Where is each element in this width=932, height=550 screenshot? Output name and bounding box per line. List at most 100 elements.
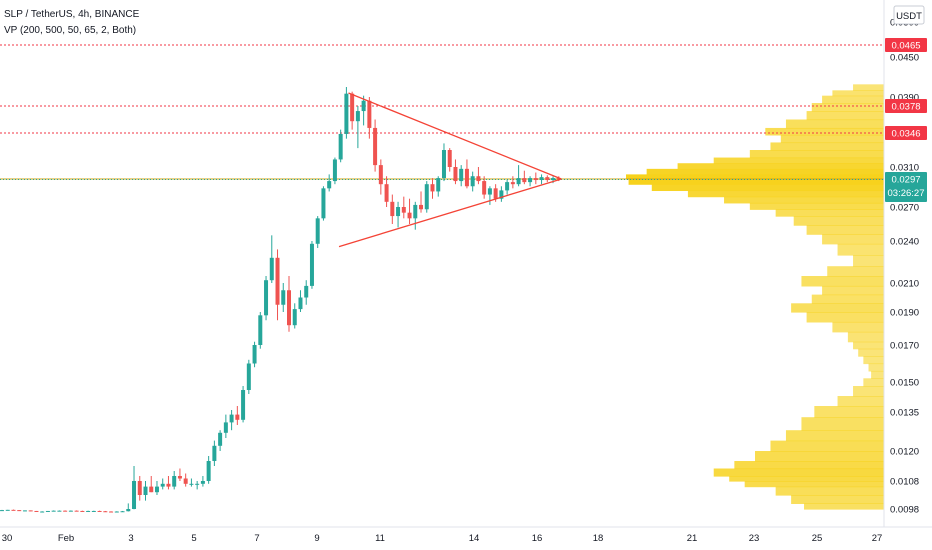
candle[interactable] [396, 201, 401, 228]
candle[interactable] [390, 194, 395, 224]
candle[interactable] [218, 430, 223, 451]
candle[interactable] [264, 276, 269, 321]
candle[interactable] [149, 476, 154, 493]
candle[interactable] [430, 178, 435, 199]
candle[interactable] [86, 510, 91, 512]
candle[interactable] [539, 174, 544, 185]
candle[interactable] [172, 471, 177, 490]
candle[interactable] [275, 249, 280, 321]
candle[interactable] [304, 280, 309, 305]
candle[interactable] [74, 510, 79, 512]
candle[interactable] [545, 175, 550, 183]
candle[interactable] [34, 510, 39, 512]
candle[interactable] [28, 510, 33, 512]
candle[interactable] [413, 201, 418, 230]
candle[interactable] [17, 510, 22, 512]
candle[interactable] [5, 509, 10, 511]
candle[interactable] [223, 414, 228, 438]
candle[interactable] [459, 165, 464, 187]
candle[interactable] [350, 91, 355, 130]
candle[interactable] [200, 476, 205, 487]
candle[interactable] [68, 510, 73, 512]
candle[interactable] [315, 216, 320, 248]
candle[interactable] [177, 468, 182, 482]
candle[interactable] [332, 157, 337, 185]
candle[interactable] [241, 386, 246, 423]
candle[interactable] [189, 478, 194, 487]
candle[interactable] [160, 478, 165, 490]
candle[interactable] [40, 511, 45, 513]
candle[interactable] [476, 167, 481, 185]
candle[interactable] [97, 510, 102, 512]
candle[interactable] [246, 359, 251, 394]
candle[interactable] [287, 276, 291, 332]
candle[interactable] [126, 503, 131, 512]
candle[interactable] [447, 148, 452, 172]
candle[interactable] [63, 510, 68, 512]
candle[interactable] [499, 186, 504, 202]
candle[interactable] [453, 159, 458, 185]
currency-button[interactable]: USDT [893, 5, 925, 25]
candle[interactable] [132, 466, 137, 510]
candle[interactable] [120, 510, 125, 513]
candle[interactable] [229, 410, 234, 431]
candle[interactable] [436, 176, 441, 197]
candle[interactable] [378, 159, 383, 195]
candle[interactable] [57, 510, 62, 512]
candle[interactable] [309, 241, 314, 289]
candle[interactable] [464, 159, 469, 189]
candle[interactable] [252, 341, 257, 368]
candle[interactable] [487, 186, 492, 205]
candle[interactable] [470, 171, 475, 192]
candle[interactable] [298, 290, 303, 312]
candle[interactable] [0, 509, 4, 512]
indicator-legend[interactable]: VP (200, 500, 50, 65, 2, Both) [4, 25, 137, 36]
candle[interactable] [321, 186, 326, 221]
candle[interactable] [22, 510, 27, 512]
candle[interactable] [361, 95, 366, 126]
candle[interactable] [441, 143, 446, 182]
candle[interactable] [355, 106, 360, 149]
candle[interactable] [338, 129, 343, 163]
candle[interactable] [195, 481, 200, 490]
candle[interactable] [80, 510, 85, 512]
candle[interactable] [206, 456, 211, 484]
candle[interactable] [166, 476, 171, 490]
candle[interactable] [212, 440, 217, 466]
candle[interactable] [344, 87, 349, 139]
candle[interactable] [154, 481, 159, 495]
candle[interactable] [373, 119, 378, 172]
candle[interactable] [91, 510, 96, 512]
candle[interactable] [482, 176, 487, 199]
candle[interactable] [269, 235, 274, 283]
candle[interactable] [103, 510, 108, 513]
candle[interactable] [51, 510, 56, 512]
candle[interactable] [510, 176, 515, 189]
trendline[interactable] [348, 92, 562, 180]
candle[interactable] [516, 165, 521, 187]
candle[interactable] [419, 191, 424, 213]
candle[interactable] [522, 170, 527, 185]
candle[interactable] [109, 511, 114, 513]
candle[interactable] [292, 303, 297, 329]
candle[interactable] [401, 196, 406, 219]
candle[interactable] [367, 97, 372, 139]
candle[interactable] [407, 198, 412, 224]
trendline[interactable] [338, 178, 562, 248]
candle[interactable] [424, 181, 429, 213]
candle[interactable] [384, 176, 389, 207]
candle[interactable] [281, 283, 286, 312]
candle[interactable] [137, 476, 142, 501]
candle[interactable] [143, 481, 148, 501]
candle[interactable] [533, 172, 538, 185]
candle[interactable] [327, 174, 332, 192]
candle[interactable] [45, 510, 50, 512]
candle[interactable] [528, 176, 533, 187]
candle[interactable] [235, 406, 240, 425]
candle[interactable] [505, 180, 510, 195]
price-axis[interactable] [884, 0, 932, 527]
candle[interactable] [114, 511, 119, 513]
candle[interactable] [258, 312, 263, 349]
candle[interactable] [11, 509, 16, 511]
